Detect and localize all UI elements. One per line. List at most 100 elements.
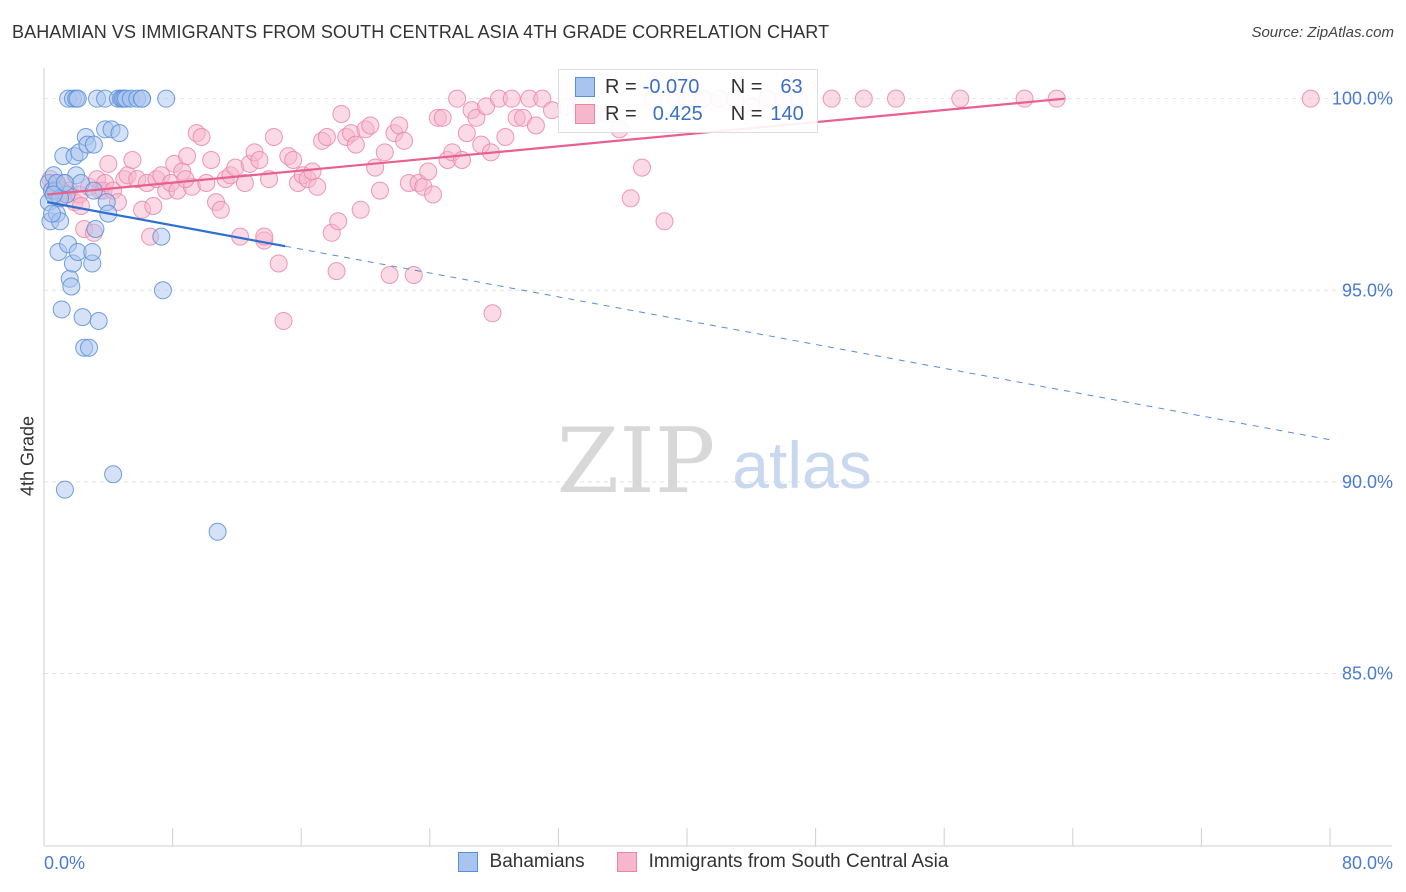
series-immigrants-points bbox=[41, 89, 1320, 330]
watermark-atlas: atlas bbox=[732, 428, 871, 502]
point-immigrants bbox=[317, 127, 336, 146]
y-tick-label: 95.0% bbox=[1342, 280, 1393, 300]
chart-title: BAHAMIAN VS IMMIGRANTS FROM SOUTH CENTRA… bbox=[12, 22, 830, 42]
point-immigrants bbox=[502, 89, 521, 108]
point-bahamians bbox=[73, 308, 92, 327]
legend-r-value-immigrants: 0.425 bbox=[652, 102, 703, 125]
point-bahamians bbox=[89, 311, 108, 330]
point-immigrants bbox=[390, 116, 409, 135]
legend-r-value-bahamians: -0.070 bbox=[642, 75, 700, 98]
legend-item-immigrants[interactable]: Immigrants from South Central Asia bbox=[616, 851, 949, 873]
point-immigrants bbox=[483, 304, 502, 323]
point-immigrants bbox=[448, 89, 467, 108]
point-bahamians bbox=[157, 89, 176, 108]
point-immigrants bbox=[467, 108, 486, 127]
point-immigrants bbox=[419, 162, 438, 181]
point-immigrants bbox=[822, 89, 841, 108]
point-immigrants bbox=[178, 147, 197, 166]
legend-n-value-immigrants: 140 bbox=[770, 102, 804, 125]
legend-r-label: R = bbox=[605, 102, 637, 125]
legend-item-bahamians[interactable]: Bahamians bbox=[457, 851, 585, 873]
legend-label-bahamians: Bahamians bbox=[489, 851, 585, 872]
point-immigrants bbox=[655, 212, 674, 231]
series-legend: Bahamians Immigrants from South Central … bbox=[0, 851, 1406, 873]
legend-swatch-bahamians bbox=[575, 77, 595, 97]
point-bahamians bbox=[208, 522, 227, 541]
series-bahamians-points bbox=[39, 89, 227, 541]
trend-lines bbox=[47, 97, 1331, 441]
point-immigrants bbox=[235, 173, 254, 192]
tick-labels: 100.0% 95.0% 90.0% 85.0% 0.0% 80.0% bbox=[44, 89, 1393, 873]
point-immigrants bbox=[144, 196, 163, 215]
point-immigrants bbox=[361, 116, 380, 135]
point-immigrants bbox=[526, 116, 545, 135]
chart-source: Source: ZipAtlas.com bbox=[1251, 24, 1394, 41]
legend-row-bahamians: R = -0.070 N = 63 bbox=[575, 74, 803, 100]
point-bahamians bbox=[83, 242, 102, 261]
point-immigrants bbox=[621, 189, 640, 208]
legend-r-label: R = bbox=[605, 75, 637, 98]
watermark-zip: ZIP bbox=[557, 409, 716, 514]
point-bahamians bbox=[62, 277, 81, 296]
legend-row-immigrants: R = 0.425 N = 140 bbox=[575, 101, 804, 127]
correlation-legend: R = -0.070 N = 63 R = 0.425 N = 140 bbox=[558, 69, 818, 133]
legend-n-label: N = bbox=[730, 75, 763, 98]
point-immigrants bbox=[303, 162, 322, 181]
axes bbox=[43, 68, 1392, 847]
point-bahamians bbox=[110, 124, 129, 143]
point-immigrants bbox=[71, 196, 90, 215]
point-bahamians bbox=[52, 300, 71, 319]
point-bahamians bbox=[84, 135, 103, 154]
point-immigrants bbox=[329, 212, 348, 231]
point-immigrants bbox=[264, 127, 283, 146]
legend-n-value-bahamians: 63 bbox=[780, 75, 803, 98]
legend-label-immigrants: Immigrants from South Central Asia bbox=[648, 851, 949, 872]
point-immigrants bbox=[192, 127, 211, 146]
point-immigrants bbox=[380, 265, 399, 284]
point-immigrants bbox=[395, 131, 414, 150]
point-immigrants bbox=[854, 89, 873, 108]
point-immigrants bbox=[274, 311, 293, 330]
point-immigrants bbox=[951, 89, 970, 108]
legend-n-label: N = bbox=[730, 102, 763, 125]
point-immigrants bbox=[424, 185, 443, 204]
watermark: ZIP atlas bbox=[557, 409, 872, 514]
point-immigrants bbox=[176, 170, 195, 189]
y-tick-label: 100.0% bbox=[1332, 89, 1393, 109]
point-immigrants bbox=[533, 89, 552, 108]
point-immigrants bbox=[327, 262, 346, 281]
point-immigrants bbox=[370, 181, 389, 200]
point-immigrants bbox=[269, 254, 288, 273]
point-bahamians bbox=[80, 338, 99, 357]
point-immigrants bbox=[1301, 89, 1320, 108]
point-bahamians bbox=[133, 89, 152, 108]
point-immigrants bbox=[308, 177, 327, 196]
point-immigrants bbox=[375, 143, 394, 162]
legend-swatch-immigrants bbox=[616, 852, 637, 872]
point-immigrants bbox=[250, 150, 269, 169]
point-immigrants bbox=[123, 150, 142, 169]
point-immigrants bbox=[632, 158, 651, 177]
point-immigrants bbox=[99, 154, 118, 173]
point-bahamians bbox=[153, 281, 172, 300]
point-immigrants bbox=[496, 127, 515, 146]
y-tick-label: 90.0% bbox=[1342, 472, 1393, 492]
point-immigrants bbox=[284, 150, 303, 169]
point-immigrants bbox=[202, 150, 221, 169]
x-tick-label: 80.0% bbox=[1342, 853, 1393, 873]
legend-swatch-bahamians bbox=[457, 852, 478, 872]
legend-swatch-immigrants bbox=[575, 104, 595, 124]
trend-line-bahamians-extension bbox=[285, 245, 1331, 441]
point-bahamians bbox=[86, 219, 105, 238]
trend-line-bahamians bbox=[47, 201, 286, 248]
x-tick-label: 0.0% bbox=[44, 853, 85, 873]
point-immigrants bbox=[346, 135, 365, 154]
point-immigrants bbox=[366, 158, 385, 177]
point-immigrants bbox=[351, 200, 370, 219]
point-bahamians bbox=[43, 204, 62, 223]
point-immigrants bbox=[886, 89, 905, 108]
point-bahamians bbox=[55, 173, 74, 192]
y-tick-label: 85.0% bbox=[1342, 664, 1393, 684]
trend-line-immigrants bbox=[47, 97, 1065, 196]
point-immigrants bbox=[197, 173, 216, 192]
